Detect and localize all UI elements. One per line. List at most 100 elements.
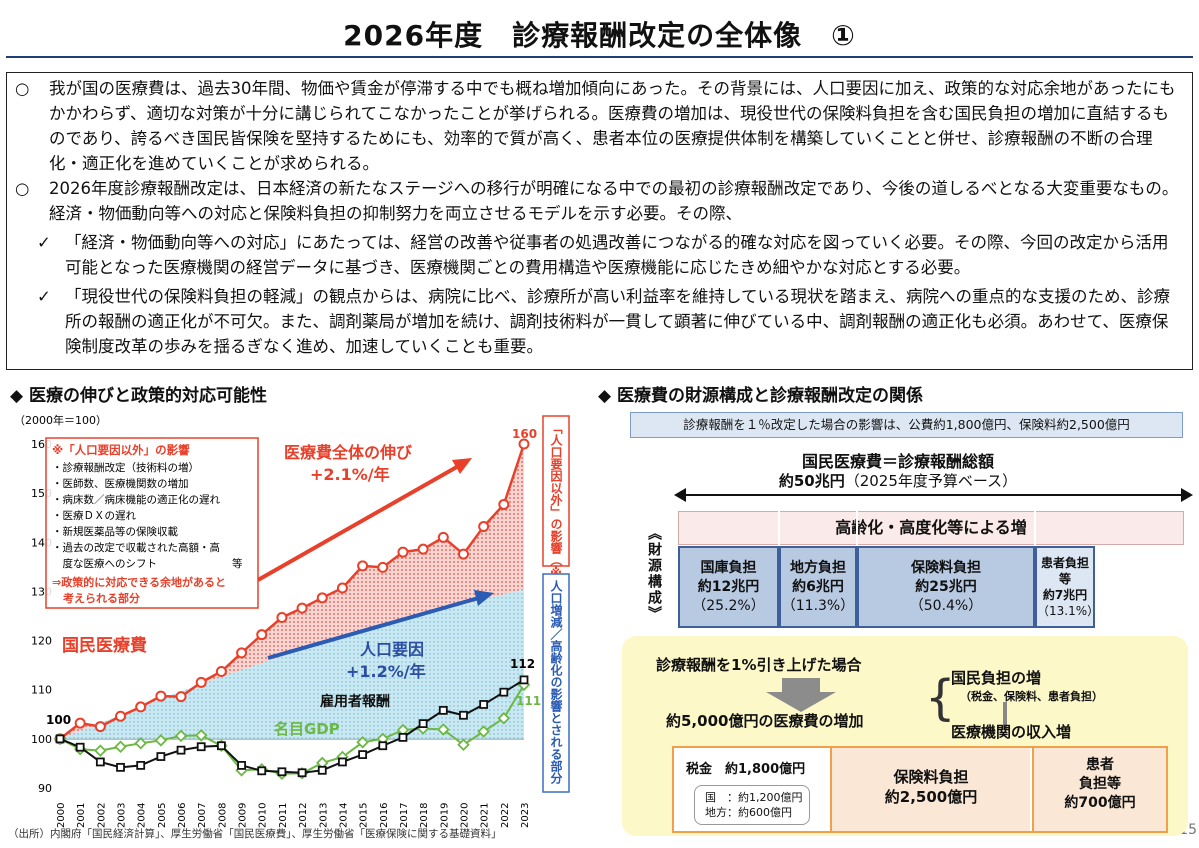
growth-total-title: 医療費全体の伸び xyxy=(284,443,413,462)
data-point xyxy=(174,729,188,743)
side-label-red-box xyxy=(542,415,570,567)
nonpop-item: ・新規医薬品等の保険収載 xyxy=(52,525,178,538)
data-point xyxy=(297,768,307,778)
data-point xyxy=(356,736,369,749)
fund-amount: 約25兆円 xyxy=(915,578,977,595)
fund-amount: 約12兆円 xyxy=(697,578,760,595)
x-tick-label: 2009 xyxy=(238,803,249,828)
data-point xyxy=(55,734,65,744)
x-tick-label: 2007 xyxy=(197,803,208,828)
x-tick-label: 2002 xyxy=(96,803,107,828)
data-point xyxy=(215,666,227,678)
fund-amount: 約6兆円 xyxy=(792,578,844,595)
circle-bullet-icon: ○ xyxy=(15,179,30,198)
fund-pct: （25.2%） xyxy=(692,597,765,614)
side-label-red: 「人口要因以外」の影響（※） xyxy=(549,422,563,592)
x-tick-label: 2008 xyxy=(217,803,228,828)
chart-lines xyxy=(53,438,531,781)
data-point xyxy=(398,732,408,742)
tax-detail: 国 ：約1,200億円 地方：約600億円 xyxy=(694,785,810,825)
data-point xyxy=(75,742,85,752)
data-point xyxy=(338,757,347,767)
income-increase: 医療機関の収入増 xyxy=(951,723,1072,741)
data-point xyxy=(417,543,429,555)
total-amount: 約50兆円（2025年度予算ベース） xyxy=(598,470,1198,491)
x-axis: 2000 2001 2002 2003 2004 2005 2006 2007 2008 2009… xyxy=(56,803,531,828)
x-tick-label: 2017 xyxy=(399,803,410,828)
x-tick-label: 2020 xyxy=(459,803,470,828)
down-arrow-icon xyxy=(766,678,836,712)
data-point xyxy=(499,687,509,697)
data-point xyxy=(457,738,470,752)
data-point xyxy=(336,582,348,594)
funding-panel: 診療報酬を１％改定した場合の影響は、公費約1,800億円、保険料約2,500億円… xyxy=(598,408,1198,838)
equation-title: 国民医療費＝診療報酬総額 xyxy=(801,452,994,471)
source-note: （出所）内閣府「国民経済計算」、厚生労働省「国民医療費」、厚生労働省「医療保険に… xyxy=(8,828,502,840)
x-tick-label: 2010 xyxy=(258,803,269,828)
data-point xyxy=(135,701,147,713)
series-label-red: 国民医療費 xyxy=(62,635,147,656)
nonpop-item: ・診療報酬改定（技術料の増） xyxy=(52,461,199,474)
data-point xyxy=(276,611,288,623)
data-point xyxy=(175,691,187,703)
data-point xyxy=(477,725,490,738)
check-text-2: 「現役世代の保険料負担の軽減」の観点からは、病院に比べ、診療所が高い利益率を維持… xyxy=(65,287,1171,356)
patient-cell: 患者 負担等 約700億円 xyxy=(1032,748,1166,831)
fund-name: 患者負担等 xyxy=(1040,556,1089,586)
arrow-right-icon xyxy=(1181,488,1193,502)
data-point xyxy=(94,744,107,757)
patient-line: 患者 xyxy=(1086,757,1114,773)
summary-box: ○ 我が国の医療費は、過去30年間、物価や賃金が停滞する中でも概ね増加傾向にあっ… xyxy=(6,72,1193,370)
y-tick-label: 110 xyxy=(31,684,52,697)
x-tick-label: 2022 xyxy=(500,803,511,828)
x-tick-label: 2015 xyxy=(359,803,370,828)
nonpop-suffix: 等 xyxy=(232,557,243,570)
data-point xyxy=(296,602,308,614)
nonpop-item: ・医師数、医療機関数の増加 xyxy=(52,477,189,490)
x-tick-label: 2001 xyxy=(76,803,87,828)
summary-paragraph: ○ 我が国の医療費は、過去30年間、物価や賃金が停滞する中でも概ね増加傾向にあっ… xyxy=(15,76,1184,176)
check-paragraph: ✓ 「経済・物価動向等への対応」にあたっては、経営の改善や従事者の処遇改善につな… xyxy=(15,230,1184,280)
summary-text-1: 我が国の医療費は、過去30年間、物価や賃金が停滞する中でも概ね増加傾向にあった。… xyxy=(49,79,1176,173)
x-tick-label: 2014 xyxy=(338,803,349,828)
patient-amount: 約700億円 xyxy=(1064,795,1136,811)
nonpop-title: ※「人口要因以外」の影響 xyxy=(52,443,190,457)
tax-cell: 税金 約1,800億円 国 ：約1,200億円 地方：約600億円 xyxy=(674,748,828,831)
nonpop-conclusion: 考えられる部分 xyxy=(52,591,140,605)
data-point xyxy=(95,757,105,767)
patient-line: 負担等 xyxy=(1079,776,1121,792)
growth-pop-rate: +1.2%/年 xyxy=(346,662,426,681)
band-divider xyxy=(856,511,858,545)
data-point xyxy=(195,676,207,688)
x-tick-label: 2012 xyxy=(298,803,309,828)
total-span-line xyxy=(680,494,1183,496)
end-red-label: 160 xyxy=(512,427,537,441)
x-tick-label: 2004 xyxy=(137,803,148,828)
tax-national: 国 ：約1,200億円 xyxy=(705,791,803,804)
y-tick-label: 120 xyxy=(31,635,52,648)
data-point xyxy=(459,710,468,720)
chart-unit-label: （2000年＝100） xyxy=(14,413,107,427)
pop-area xyxy=(60,589,524,739)
data-point xyxy=(237,760,246,770)
total-amount-note: （2025年度予算ベース） xyxy=(844,472,1018,490)
x-tick-label: 2018 xyxy=(419,803,430,828)
data-point xyxy=(257,766,267,776)
data-point xyxy=(437,723,450,736)
end-green-label: 111 xyxy=(516,694,541,708)
fund-amount: 約7兆円 xyxy=(1042,588,1088,602)
side-label-blue: 人口増減／高齢化の影響とされる部分 xyxy=(549,579,563,785)
data-point xyxy=(519,675,529,685)
x-tick-label: 2023 xyxy=(520,803,531,828)
band-divider xyxy=(778,511,780,545)
page-title: 2026年度 診療報酬改定の全体像 ① xyxy=(343,19,856,52)
tax-title: 税金 約1,800億円 xyxy=(686,762,806,777)
side-label-blue-box xyxy=(542,573,570,793)
series-label-green: 名目GDP xyxy=(274,720,340,738)
burden-increase: 国民負担の増 xyxy=(951,669,1042,687)
nonpop-area xyxy=(60,444,524,739)
data-point xyxy=(94,721,106,733)
nonpop-item: ・医療ＤＸの遅れ xyxy=(52,509,136,522)
y-tick-label: 100 xyxy=(31,733,52,746)
impact-info-box: 診療報酬を１％改定した場合の影響は、公費約1,800億円、保険料約2,500億円 xyxy=(630,412,1183,438)
